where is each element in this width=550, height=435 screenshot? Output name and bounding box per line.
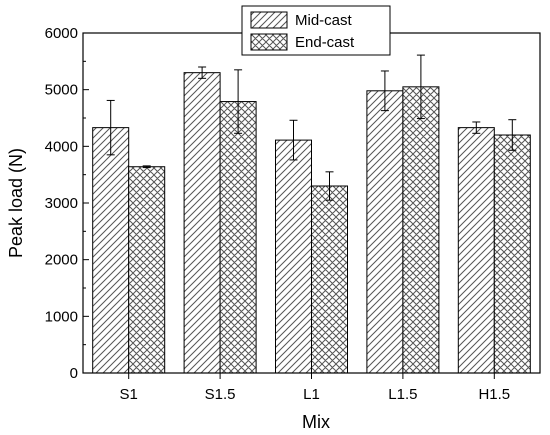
bar-end-cast-s1: [128, 166, 166, 374]
bar-mid-cast-s1-5: [183, 72, 221, 374]
y-axis-title: Peak load (N): [6, 148, 26, 258]
y-tick-label-0: 0: [70, 365, 78, 382]
bar-mid-cast-h1-5: [457, 127, 495, 374]
x-tick-label-s1: S1: [120, 386, 138, 403]
y-tick-label-6000: 6000: [45, 25, 78, 42]
bar-mid-cast-l1-5: [366, 90, 404, 374]
x-tick-label-h1-5: H1.5: [478, 386, 510, 403]
x-tick-label-l1-5: L1.5: [388, 386, 417, 403]
legend-label-end-cast: End-cast: [295, 34, 355, 51]
bar-end-cast-h1-5: [493, 134, 531, 374]
bar-end-cast-l1-5: [402, 86, 440, 374]
y-tick-label-2000: 2000: [45, 252, 78, 269]
y-tick-label-1000: 1000: [45, 308, 78, 325]
y-tick-label-3000: 3000: [45, 195, 78, 212]
y-tick-label-4000: 4000: [45, 138, 78, 155]
bar-mid-cast-s1: [92, 127, 130, 374]
bar-end-cast-l1: [311, 185, 348, 374]
y-tick-label-5000: 5000: [45, 82, 78, 99]
legend-label-mid-cast: Mid-cast: [295, 12, 353, 29]
legend-swatch-end-cast: [250, 33, 288, 51]
bar-end-cast-s1-5: [219, 101, 257, 374]
legend-swatch-mid-cast: [250, 11, 288, 29]
x-axis-title: Mix: [302, 412, 330, 432]
x-tick-label-l1: L1: [303, 386, 320, 403]
x-tick-label-s1-5: S1.5: [205, 386, 236, 403]
legend: Mid-cast End-cast: [241, 5, 391, 56]
bar-mid-cast-l1: [275, 139, 312, 374]
